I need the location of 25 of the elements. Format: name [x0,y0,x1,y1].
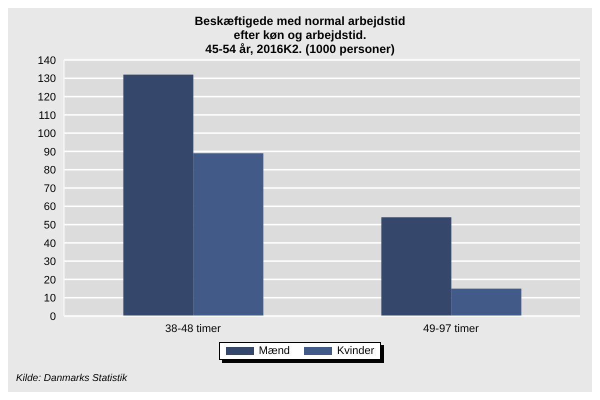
bar [381,217,452,316]
x-tick-label: 38-48 timer [165,322,222,335]
chart-title: Beskæftigede med normal arbejdstid efter køn og arbejdstid. 45-54 år, 2016K2. (1000 personer) [194,13,406,56]
bar [193,153,264,316]
y-tick-label: 130 [38,73,56,86]
y-tick-label: 30 [44,256,56,268]
bar [123,74,194,316]
bar [451,288,522,316]
y-tick-label: 70 [44,182,56,195]
y-tick-label: 0 [50,310,56,323]
text: Kilde: Danmarks Statistik [16,373,128,384]
legend-label: Kvinder [336,345,374,357]
y-tick-label: 140 [38,54,56,67]
y-tick-label: 60 [44,201,56,214]
y-tick-label: 80 [44,164,56,177]
y-tick-label: 120 [38,91,56,104]
x-tick-label: 49-97 timer [423,322,480,335]
y-tick-label: 110 [38,110,56,122]
legend-label: Mænd [258,345,290,357]
y-tick-label: 40 [44,238,56,250]
y-tick-label: 100 [38,128,56,140]
y-tick-label: 90 [44,146,56,158]
y-tick-label: 20 [44,274,56,286]
y-tick-label: 50 [44,219,56,232]
y-tick-label: 10 [44,292,56,305]
